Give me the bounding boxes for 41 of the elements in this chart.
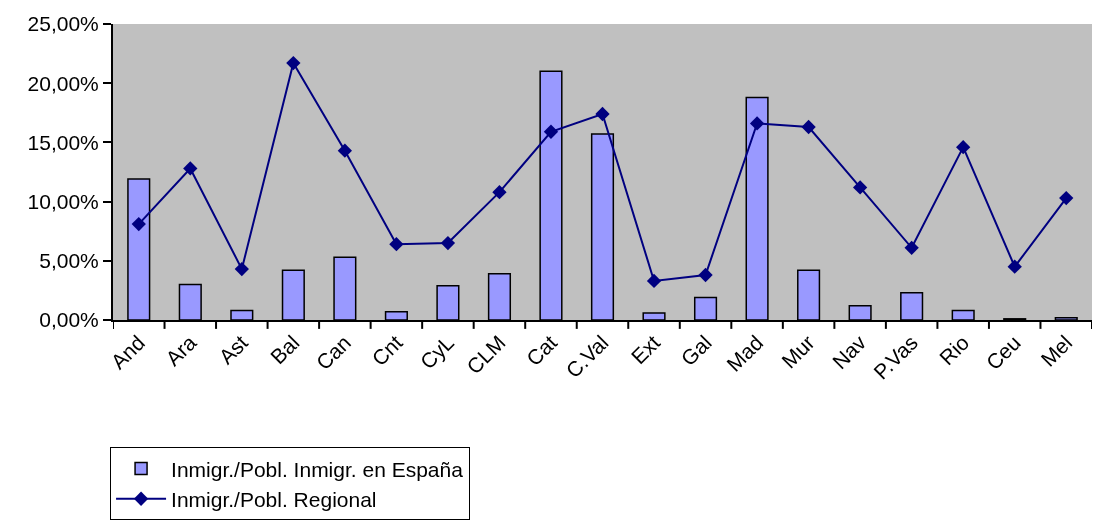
point [904, 240, 919, 255]
point [440, 235, 456, 251]
x-tick-label: Nav [827, 330, 871, 374]
point [234, 261, 249, 277]
x-tick-label: Mur [777, 330, 819, 373]
point [337, 143, 353, 158]
point [646, 273, 662, 289]
x-tick-label: Ara [161, 330, 201, 371]
x-tick-label: Rio [934, 330, 974, 370]
point [543, 124, 559, 139]
point [286, 55, 301, 71]
legend-label: Inmigr./Pobl. Inmigr. en España [171, 457, 464, 481]
x-tick-label: Bal [265, 330, 304, 369]
x-tick-label: CyL [415, 330, 459, 374]
y-tick-label: 15,00% [27, 130, 99, 154]
y-tick-label: 0,00% [39, 308, 99, 332]
point [956, 139, 971, 155]
point [852, 180, 868, 195]
point [698, 267, 713, 283]
legend-label: Inmigr./Pobl. Regional [171, 487, 377, 511]
x-tick-label: Cnt [367, 330, 407, 371]
x-tick-label: Can [311, 330, 356, 375]
point [1059, 190, 1074, 206]
y-tick-label: 10,00% [27, 189, 99, 213]
x-tick-label: Ceu [981, 330, 1025, 375]
point [595, 106, 610, 122]
y-tick-label: 5,00% [39, 249, 99, 273]
x-tick-label: Gal [676, 330, 716, 371]
y-tick-label: 20,00% [27, 71, 99, 95]
point [801, 119, 816, 135]
point [1007, 259, 1022, 274]
point [183, 161, 198, 176]
x-tick-label: Mel [1036, 330, 1077, 371]
point [389, 237, 404, 252]
x-tick-label: Ast [214, 330, 253, 369]
x-tick-label: Ext [626, 330, 665, 369]
point [749, 116, 765, 131]
x-tick-label: Cat [521, 330, 562, 371]
y-tick-label: 25,00% [27, 12, 99, 36]
point [131, 216, 146, 232]
point [492, 184, 507, 200]
